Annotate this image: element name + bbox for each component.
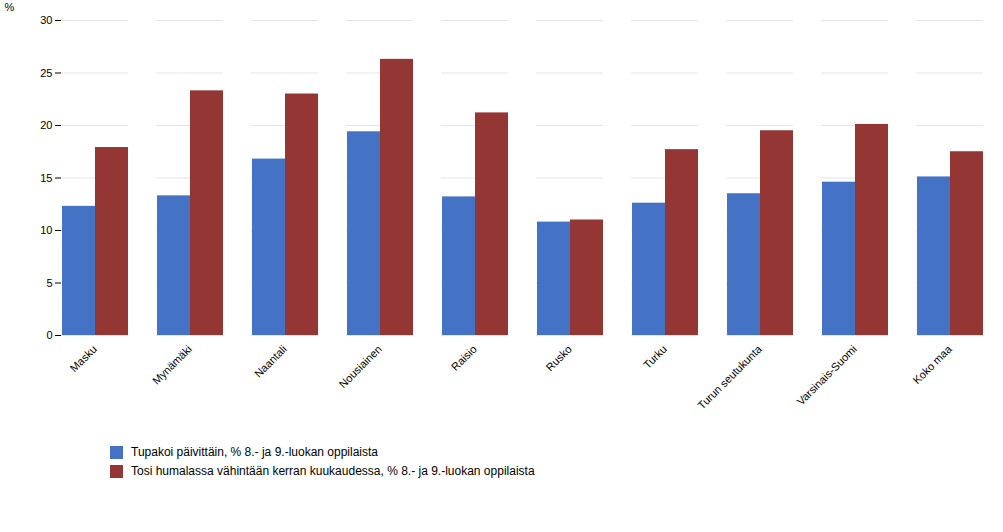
svg-text:15: 15	[40, 172, 52, 184]
svg-text:30: 30	[40, 14, 52, 26]
svg-text:10: 10	[40, 224, 52, 236]
svg-text:5: 5	[46, 277, 52, 289]
svg-text:Turku: Turku	[641, 343, 669, 371]
svg-text:Varsinais-Suomi: Varsinais-Suomi	[794, 343, 859, 408]
html-text:Tupakoi päivittäin, % 8.- ja 9: Tupakoi päivittäin, % 8.- ja 9.-luokan o…	[131, 445, 378, 459]
svg-text:%: %	[5, 1, 15, 13]
svg-text:Masku: Masku	[68, 343, 99, 374]
svg-text:Turun seutukunta: Turun seutukunta	[695, 342, 764, 411]
svg-text:20: 20	[40, 119, 52, 131]
svg-text:Raisio: Raisio	[449, 343, 479, 373]
svg-text:25: 25	[40, 67, 52, 79]
svg-text:Rusko: Rusko	[543, 343, 574, 374]
svg-text:Koko maa: Koko maa	[910, 342, 954, 386]
svg-text:Naantali: Naantali	[252, 343, 289, 380]
svg-text:Mynämäki: Mynämäki	[150, 343, 194, 387]
svg-text:Nousiainen: Nousiainen	[336, 343, 383, 390]
svg-text:0: 0	[46, 329, 52, 341]
html-text:Tosi humalassa vähintään kerra: Tosi humalassa vähintään kerran kuukaude…	[131, 464, 535, 478]
